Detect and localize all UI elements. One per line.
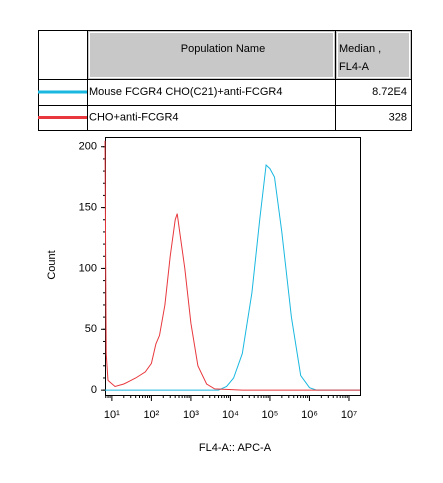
x-tick-label: 10¹ xyxy=(104,409,120,421)
x-tick-label: 10⁴ xyxy=(222,409,239,421)
x-tick-label: 10⁵ xyxy=(262,409,279,421)
header-text: FL4-A xyxy=(339,61,370,73)
header-cell xyxy=(87,30,335,79)
x-axis-label: FL4-A:: APC-A xyxy=(199,442,272,454)
median-value: 8.72E4 xyxy=(372,86,407,98)
legend-label: CHO+anti-FCGR4 xyxy=(89,111,179,123)
y-axis-label: Count xyxy=(46,250,58,279)
y-tick-label: 100 xyxy=(79,262,97,274)
header-text: Median , xyxy=(339,43,381,55)
header-cell xyxy=(335,30,411,79)
table-grid xyxy=(38,30,412,131)
legend-label: Mouse FCGR4 CHO(C21)+anti-FCGR4 xyxy=(89,86,282,98)
y-tick-label: 200 xyxy=(79,141,97,153)
header-text: Population Name xyxy=(181,43,265,55)
median-value: 328 xyxy=(389,111,407,123)
y-tick-label: 150 xyxy=(79,201,97,213)
x-tick-label: 10³ xyxy=(183,409,199,421)
y-tick-label: 50 xyxy=(85,323,97,335)
x-tick-label: 10⁶ xyxy=(301,409,318,421)
x-tick-label: 10² xyxy=(143,409,159,421)
y-tick-label: 0 xyxy=(91,384,97,396)
header-cell-border xyxy=(89,32,410,78)
plot-frame xyxy=(105,137,361,396)
histogram-curve xyxy=(105,163,360,391)
x-tick-label: 10⁷ xyxy=(341,409,357,421)
histogram-curve xyxy=(104,140,360,391)
